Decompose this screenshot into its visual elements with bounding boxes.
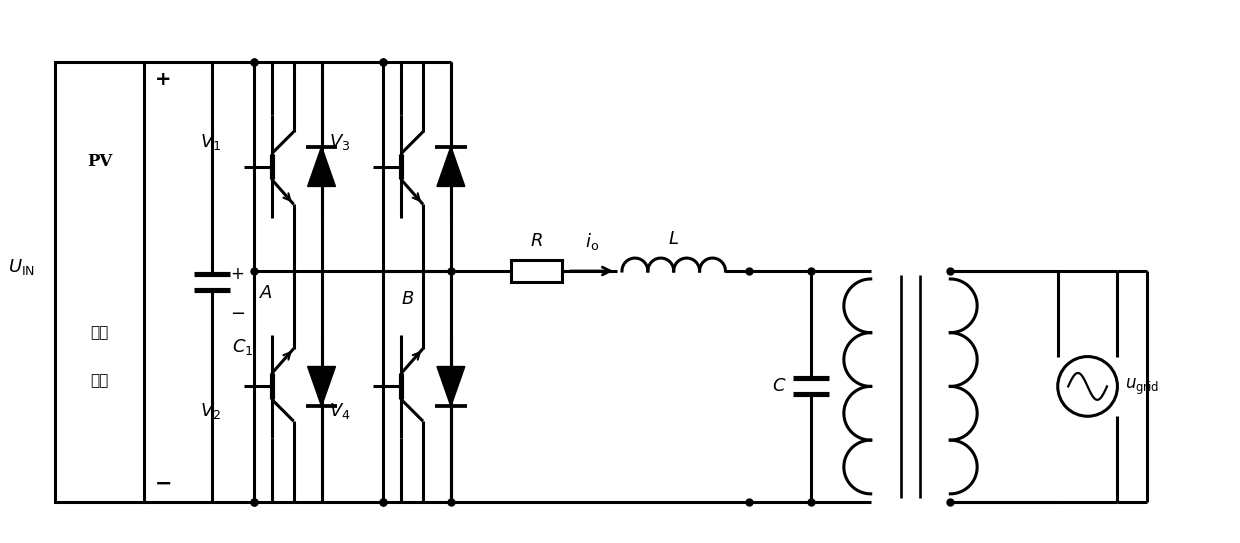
Text: 阵列: 阵列 <box>91 373 109 388</box>
Text: $i_{\rm o}$: $i_{\rm o}$ <box>585 231 599 251</box>
Polygon shape <box>436 367 465 406</box>
Text: +: + <box>155 71 171 90</box>
Polygon shape <box>436 147 465 186</box>
Text: PV: PV <box>87 153 113 170</box>
Bar <box>55 62 144 502</box>
Polygon shape <box>308 147 336 186</box>
Text: $V_1$: $V_1$ <box>200 131 221 151</box>
Text: $R$: $R$ <box>529 232 543 250</box>
Text: −: − <box>155 474 172 494</box>
Text: $A$: $A$ <box>259 284 273 302</box>
Bar <box>511 260 562 282</box>
Text: $V_3$: $V_3$ <box>329 131 350 151</box>
Text: $L$: $L$ <box>668 230 680 248</box>
Text: $B$: $B$ <box>401 290 414 308</box>
Text: $U_{\rm IN}$: $U_{\rm IN}$ <box>9 257 35 277</box>
Polygon shape <box>308 367 336 406</box>
Text: $V_2$: $V_2$ <box>200 401 221 421</box>
Text: $C_1$: $C_1$ <box>232 337 253 357</box>
Text: 光伏: 光伏 <box>91 325 109 340</box>
Text: $V_4$: $V_4$ <box>329 401 350 421</box>
Text: $-$: $-$ <box>229 303 246 321</box>
Text: $u_{\rm grid}$: $u_{\rm grid}$ <box>1126 376 1159 396</box>
Text: $C$: $C$ <box>773 377 786 395</box>
Text: $+$: $+$ <box>229 265 244 283</box>
